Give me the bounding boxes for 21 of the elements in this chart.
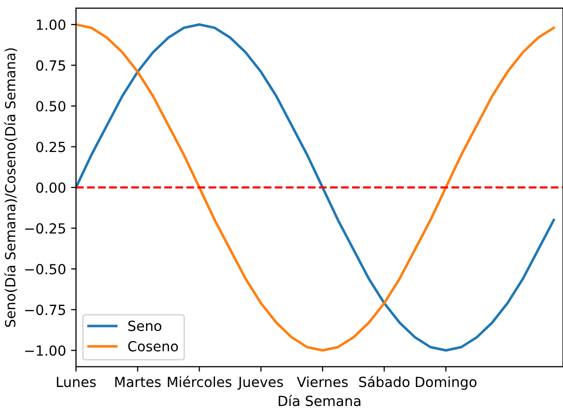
y-tick-label: 0.75 (36, 60, 66, 71)
x-tick-label: Jueves (238, 376, 283, 390)
y-tick-label: 1.00 (36, 20, 66, 30)
legend-label: Coseno (128, 340, 178, 352)
legend-label: Seno (128, 320, 162, 332)
x-tick-label: Viernes (296, 376, 348, 388)
x-tick-label: Domingo (416, 376, 476, 390)
y-tick-label: −1.00 (25, 345, 66, 356)
y-tick-label: −0.75 (25, 304, 66, 316)
x-axis-title: Día Semana (278, 394, 360, 406)
y-axis-title: Seno(Día Semana)/Coseno(Día Semana) (4, 48, 18, 327)
x-tick-label: Sábado (359, 376, 410, 388)
y-tick-label: −0.50 (25, 264, 66, 274)
x-tick-label: Martes (115, 376, 161, 388)
y-tick-label: 0.50 (36, 100, 66, 112)
y-tick-label: 0.00 (36, 182, 66, 193)
y-tick-label: −0.25 (25, 223, 66, 234)
y-tick-label: 0.25 (36, 142, 66, 152)
x-tick-label: Lunes (56, 376, 96, 388)
line-series (76, 23, 556, 352)
x-tick-label: Miércoles (168, 376, 232, 388)
